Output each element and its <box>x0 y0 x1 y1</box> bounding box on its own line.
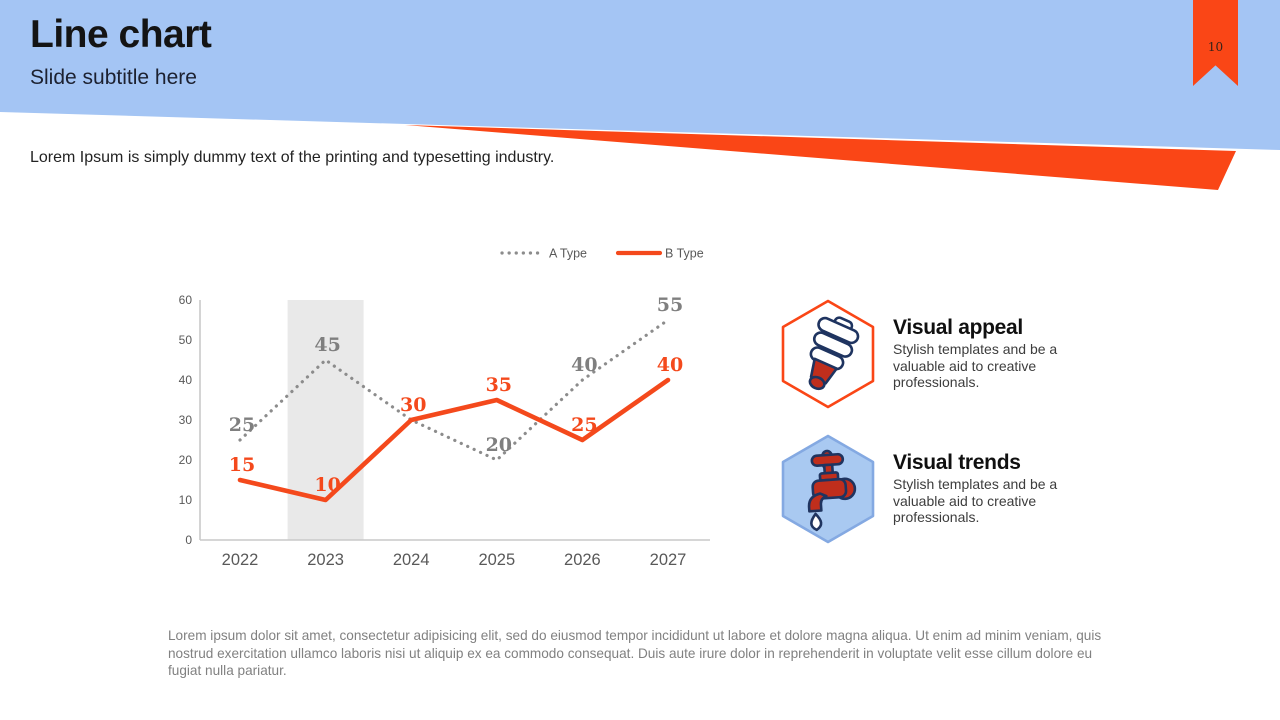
footer-paragraph: Lorem ipsum dolor sit amet, consectetur … <box>168 628 1102 679</box>
cfl-bulb-icon <box>808 316 860 391</box>
feature-title: Visual trends <box>893 451 1021 474</box>
faucet-icon <box>807 449 857 532</box>
data-label: 45 <box>314 334 340 356</box>
data-label: 10 <box>314 474 340 496</box>
data-label: 15 <box>229 454 255 476</box>
feature-description: Stylish templates and be a valuable aid … <box>893 476 1058 526</box>
feature-text-appeal: Visual appeal Stylish templates and be a… <box>893 298 1078 410</box>
x-tick-label: 2026 <box>564 551 601 569</box>
legend-label: A Type <box>549 247 587 261</box>
intro-text: Lorem Ipsum is simply dummy text of the … <box>30 149 555 166</box>
data-label: 25 <box>571 414 597 436</box>
feature-visual-appeal: Visual appeal Stylish templates and be a… <box>776 298 1106 410</box>
y-tick-label: 10 <box>179 493 193 507</box>
data-label: 40 <box>571 354 597 376</box>
page-number: 10 <box>1207 40 1224 54</box>
data-label: 55 <box>657 294 683 316</box>
feature-description: Stylish templates and be a valuable aid … <box>893 341 1058 391</box>
x-tick-label: 2023 <box>307 551 344 569</box>
y-tick-label: 60 <box>179 293 193 307</box>
x-tick-label: 2025 <box>478 551 515 569</box>
slide-title: Line chart <box>30 13 212 56</box>
feature-title: Visual appeal <box>893 316 1023 339</box>
y-tick-label: 40 <box>179 373 193 387</box>
slide-subtitle: Slide subtitle here <box>30 66 197 89</box>
data-label: 30 <box>400 394 426 416</box>
feature-hexagon-appeal <box>776 298 880 410</box>
data-label: 25 <box>229 414 255 436</box>
y-tick-label: 30 <box>179 413 193 427</box>
feature-text-trends: Visual trends Stylish templates and be a… <box>893 433 1078 545</box>
feature-visual-trends: Visual trends Stylish templates and be a… <box>776 433 1106 545</box>
series-line-a-type <box>238 318 670 462</box>
x-tick-label: 2022 <box>222 551 259 569</box>
series-line-b-type <box>237 377 671 503</box>
y-tick-label: 20 <box>179 453 193 467</box>
data-label: 20 <box>486 434 512 456</box>
x-tick-label: 2024 <box>393 551 430 569</box>
data-label: 35 <box>486 374 512 396</box>
y-tick-label: 0 <box>185 533 192 547</box>
x-tick-label: 2027 <box>650 551 687 569</box>
line-chart: 0 10 20 30 40 50 60 2022 2023 2024 2025 2026 2027 25 4… <box>170 240 715 585</box>
feature-hexagon-trends <box>776 433 880 545</box>
legend-label: B Type <box>665 247 704 261</box>
data-label: 40 <box>657 354 683 376</box>
y-tick-label: 50 <box>179 333 193 347</box>
